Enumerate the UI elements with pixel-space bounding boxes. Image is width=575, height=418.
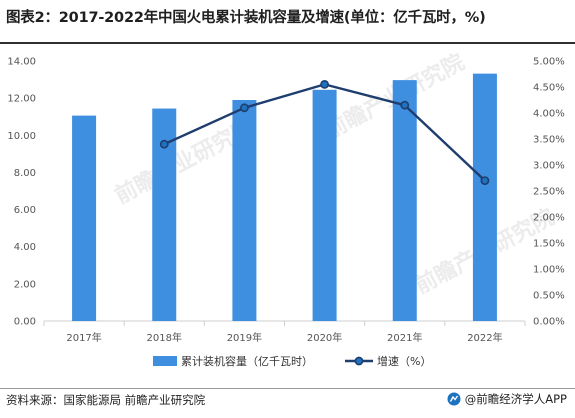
chart-area: 前瞻产业研究院前瞻产业研究院前瞻产业研究院 0.002.004.006.008.… xyxy=(7,49,564,368)
y-right-tick-label: 0.50% xyxy=(533,291,565,302)
x-tick-label: 2021年 xyxy=(387,331,422,344)
x-tick-label: 2020年 xyxy=(307,331,342,344)
growth-point xyxy=(159,139,169,149)
growth-point xyxy=(240,103,249,113)
brand-text: @前瞻经济学人APP xyxy=(464,392,567,406)
growth-point xyxy=(320,80,329,89)
y-left-tick-label: 2.00 xyxy=(14,279,36,290)
x-tick-label: 2017年 xyxy=(66,331,101,344)
y-right-tick-label: 2.00% xyxy=(533,213,565,224)
title-divider xyxy=(0,42,575,44)
x-tick-label: 2022年 xyxy=(467,331,502,344)
x-tick-label: 2018年 xyxy=(147,331,182,344)
growth-line-layer xyxy=(159,80,490,185)
y-right-tick-label: 5.00% xyxy=(533,57,565,68)
capacity-bar xyxy=(72,115,97,321)
growth-point xyxy=(400,100,410,110)
legend-swatch-marker xyxy=(354,356,364,366)
capacity-bar xyxy=(472,73,497,321)
y-left-tick-label: 14.00 xyxy=(7,57,36,68)
brand-logo-icon xyxy=(447,392,461,406)
growth-point xyxy=(480,176,490,185)
y-left-tick-label: 0.00 xyxy=(14,317,36,328)
x-tick-label: 2019年 xyxy=(227,331,262,344)
y-right-tick-label: 3.50% xyxy=(533,135,565,146)
y-left-tick-label: 4.00 xyxy=(14,242,36,253)
capacity-bar xyxy=(392,80,417,321)
legend-swatch-bar xyxy=(153,356,177,366)
y-right-tick-label: 1.00% xyxy=(533,265,565,276)
y-right-tick-label: 4.00% xyxy=(533,109,565,120)
y-left-tick-label: 12.00 xyxy=(7,94,36,105)
capacity-bar xyxy=(232,100,257,321)
y-right-tick-label: 2.50% xyxy=(533,187,565,198)
y-right-tick-label: 1.50% xyxy=(533,239,565,250)
source-note: 资料来源：国家能源局 前瞻产业研究院 xyxy=(6,393,206,407)
footer-divider xyxy=(0,388,575,389)
chart-title: 图表2：2017-2022年中国火电累计装机容量及增速(单位：亿千瓦时，%) xyxy=(6,10,486,26)
capacity-bar xyxy=(312,89,337,322)
y-left-tick-label: 8.00 xyxy=(14,168,36,179)
y-right-tick-label: 3.00% xyxy=(533,161,565,172)
y-left-tick-label: 10.00 xyxy=(7,131,36,142)
y-right-tick-label: 4.50% xyxy=(533,83,565,94)
y-left-tick-label: 6.00 xyxy=(14,205,36,216)
legend: 累计装机容量（亿千瓦时） 增速（%） xyxy=(153,354,431,368)
legend-label-line: 增速（%） xyxy=(377,354,431,368)
y-right-tick-label: 0.00% xyxy=(533,317,565,328)
axes-layer: 0.00 2.00 4.00 6.00 8.00 10.00 12.00 14.00 0.00%… xyxy=(7,57,564,345)
brand-credit: @前瞻经济学人APP xyxy=(447,391,567,407)
legend-label-bar: 累计装机容量（亿千瓦时） xyxy=(181,354,313,368)
